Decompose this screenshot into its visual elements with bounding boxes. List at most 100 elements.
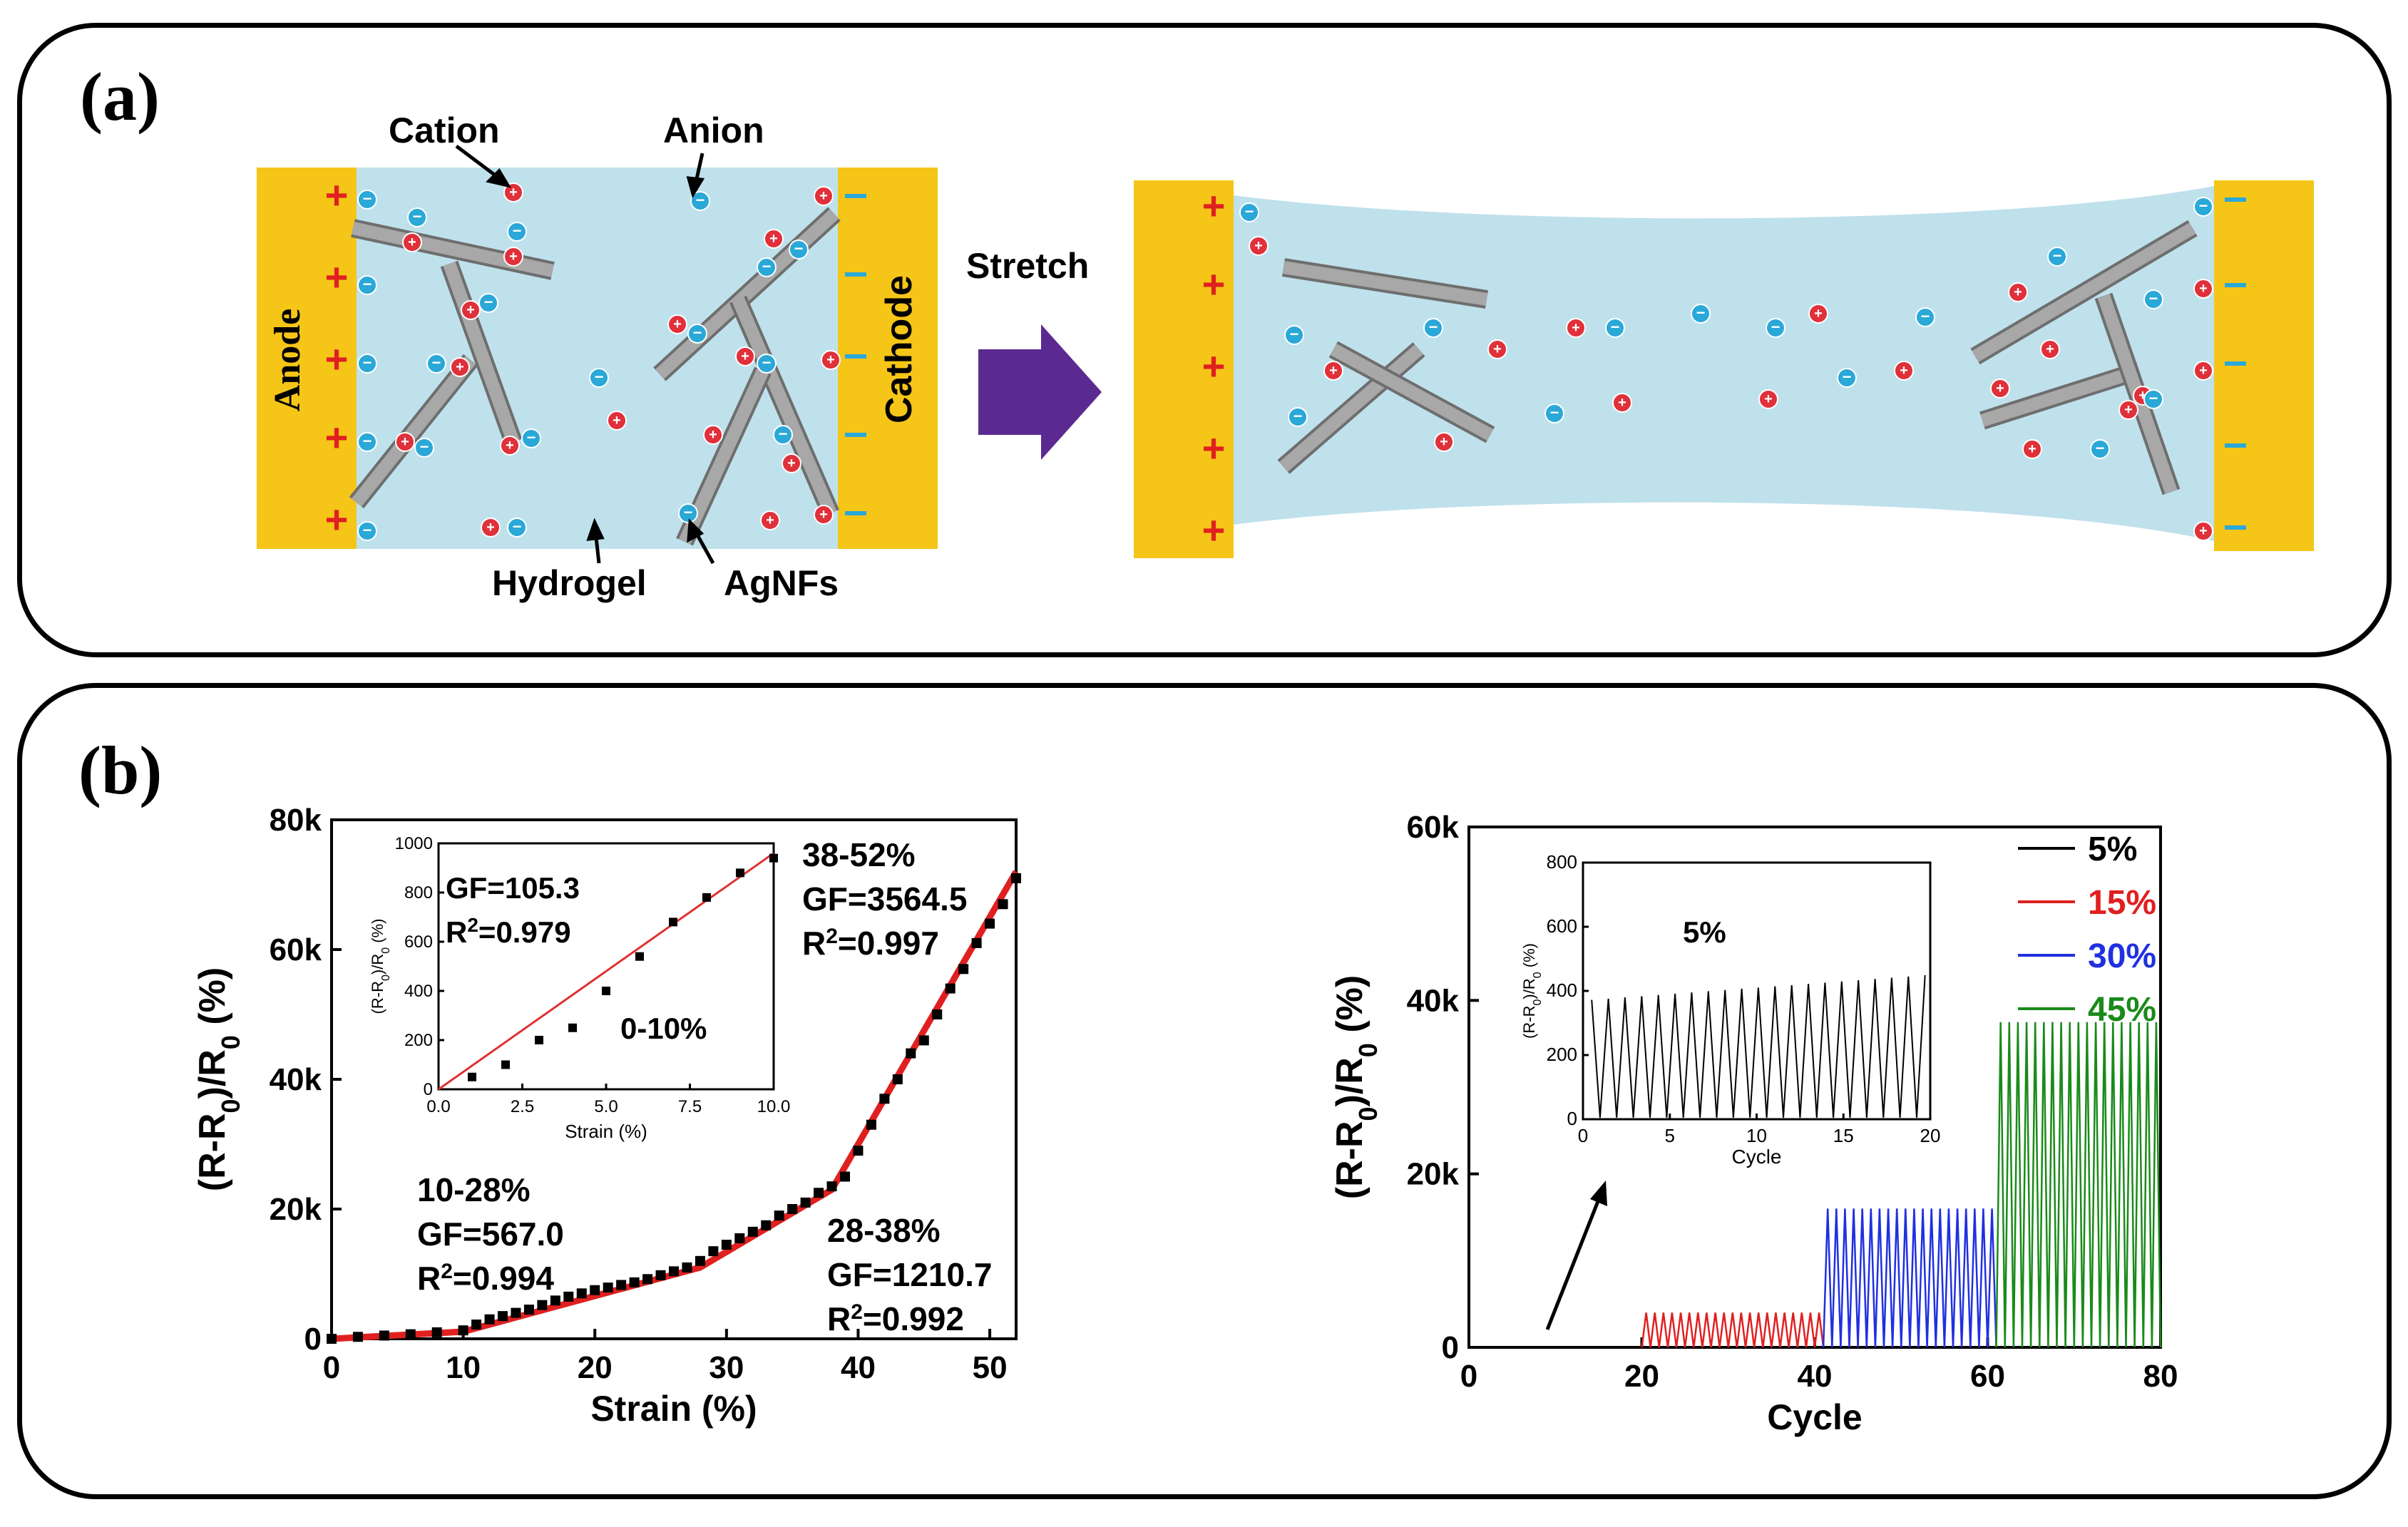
silver-nanofiber-core	[1980, 364, 2141, 427]
data-point	[642, 1274, 653, 1285]
inset-x-tick-label: 5.0	[594, 1097, 618, 1116]
silver-nanofiber-core	[1282, 261, 1488, 306]
anion-sign: −	[1843, 368, 1852, 386]
silver-nanofiber-core	[1330, 344, 1494, 441]
x-tick-label: 40	[841, 1350, 876, 1385]
cation-ion	[503, 182, 523, 202]
cation-sign: +	[456, 359, 464, 375]
cation-sign: +	[769, 231, 778, 247]
anion-sign: −	[2149, 289, 2158, 307]
anion-ion	[357, 275, 377, 295]
cation-ion	[402, 232, 422, 252]
anion-sign: −	[1771, 318, 1781, 336]
anion-sign: −	[363, 354, 372, 371]
cation-ion	[2022, 439, 2042, 459]
inset-x-label: Cycle	[1731, 1146, 1781, 1168]
anode-plus-sign: +	[325, 497, 349, 542]
anion-sign: −	[420, 438, 429, 456]
inset-x-tick-label: 10.0	[757, 1097, 791, 1116]
inset-frame	[437, 842, 775, 1091]
silver-nanofiber-core	[1972, 222, 2196, 362]
anion-pointer-head	[686, 176, 705, 199]
data-point	[669, 1266, 679, 1277]
anion-sign: −	[595, 368, 604, 386]
anion-sign: −	[513, 222, 522, 240]
cation-sign: +	[408, 235, 416, 250]
inset-y-tick-label: 800	[404, 883, 433, 903]
inset-y-tick-label: 0	[424, 1080, 433, 1099]
legend-label: 45%	[2088, 991, 2156, 1029]
cation-sign: +	[1440, 434, 1448, 450]
inset-y-tick-label: 800	[1547, 851, 1577, 873]
y-tick-label: 60k	[1407, 810, 1460, 845]
cation-sign: +	[1493, 341, 1502, 357]
data-point	[511, 1307, 521, 1318]
cation-ion	[2008, 282, 2028, 302]
anion-ion	[521, 428, 541, 448]
silver-nanofiber-core	[655, 209, 839, 379]
cation-ion	[2118, 400, 2138, 420]
cation-ion	[461, 300, 481, 320]
cation-ion	[1894, 361, 1914, 381]
stretched-anode-plus-sign: +	[1202, 344, 1226, 389]
anion-sign: −	[484, 293, 493, 311]
anion-ion	[426, 354, 446, 374]
legend-label: 30%	[2088, 937, 2156, 975]
cation-sign: +	[466, 302, 475, 318]
anion-ion	[1423, 318, 1443, 338]
data-point	[879, 1094, 890, 1104]
anion-ion	[589, 368, 609, 388]
cycle-series-30pct	[1822, 1208, 1997, 1348]
data-point	[682, 1262, 692, 1272]
anion-ion	[1915, 307, 1935, 327]
x-tick-label: 20	[578, 1350, 613, 1385]
anion-sign: −	[363, 190, 372, 207]
anion-sign: −	[1611, 318, 1620, 336]
cation-sign: +	[1329, 363, 1338, 379]
annotation-text: R2=0.994	[417, 1260, 554, 1297]
cation-sign: +	[1996, 381, 2004, 396]
x-tick-label: 40	[1798, 1359, 1833, 1394]
anion-sign: −	[363, 521, 372, 539]
inset-r2-text: R2=0.979	[446, 914, 571, 950]
anion-ion	[678, 503, 698, 523]
cation-ion	[735, 346, 755, 366]
legend-label: 15%	[2088, 884, 2156, 922]
cation-ion	[1758, 389, 1778, 409]
data-point	[892, 1074, 903, 1084]
data-point	[918, 1035, 929, 1046]
anion-ion	[757, 257, 777, 277]
inset-pointer-arrow-head	[1590, 1181, 1607, 1206]
cation-sign: +	[2014, 284, 2022, 300]
data-point	[734, 1233, 745, 1243]
cation-ion	[503, 247, 523, 267]
anion-ion	[357, 432, 377, 452]
anion-ion	[789, 240, 809, 259]
inset-data-point	[736, 868, 744, 878]
cation-ion	[481, 518, 501, 538]
cation-sign: +	[709, 427, 717, 443]
anion-ion	[690, 191, 710, 211]
cation-ion	[1566, 318, 1586, 338]
annotation-text: R2=0.992	[827, 1300, 964, 1338]
anion-ion	[357, 521, 377, 541]
x-tick-label: 80	[2143, 1359, 2178, 1394]
silver-nanofiber-core	[1279, 344, 1423, 472]
x-tick-label: 60	[1970, 1359, 2005, 1394]
x-tick-label: 0	[323, 1350, 340, 1385]
cation-sign: +	[509, 249, 518, 264]
anion-sign: −	[2053, 247, 2062, 264]
anion-ion	[773, 425, 793, 445]
data-point	[327, 1334, 337, 1344]
inset-range-text: 0-10%	[620, 1012, 707, 1045]
inset-data-point	[635, 952, 644, 961]
anion-sign: −	[2199, 197, 2208, 215]
anion-sign: −	[762, 257, 772, 275]
agnfs-label: AgNFs	[724, 563, 839, 603]
inset-x-tick-label: 10	[1746, 1125, 1767, 1146]
anion-sign: −	[1921, 307, 1930, 325]
inset-fit-line	[438, 852, 774, 1091]
data-point	[708, 1246, 719, 1257]
data-point	[431, 1327, 442, 1337]
x-tick-label: 10	[446, 1350, 481, 1385]
